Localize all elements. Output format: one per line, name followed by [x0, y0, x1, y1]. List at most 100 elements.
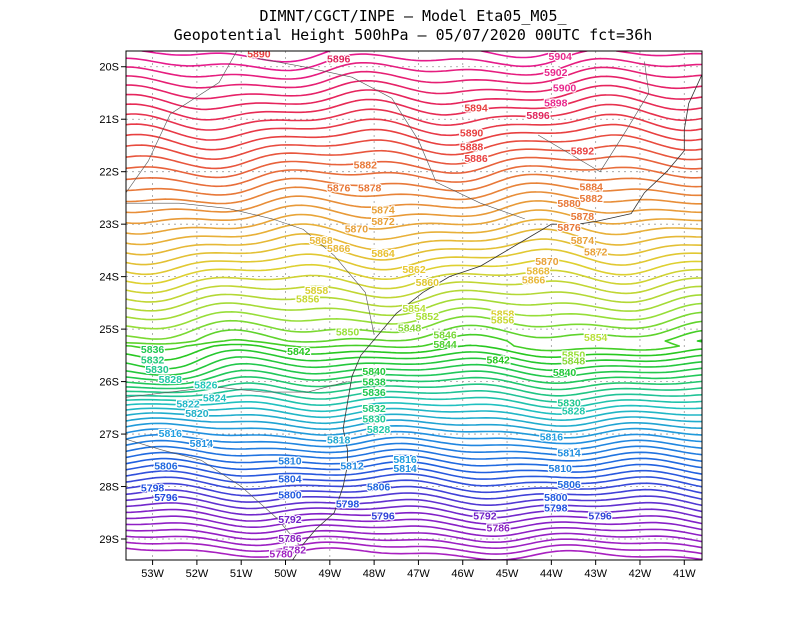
chart-title-line2: Geopotential Height 500hPa – 05/07/2020 …	[174, 26, 653, 44]
contour-line	[126, 294, 702, 321]
contour-label: 5810	[549, 463, 573, 475]
contour-label: 5832	[141, 355, 165, 367]
contour-label: 5796	[154, 492, 178, 504]
contour-line	[126, 173, 702, 196]
contour-label: 5868	[309, 235, 333, 247]
contour-label: 5826	[194, 380, 218, 392]
contour-label: 5800	[278, 489, 302, 501]
contour-line	[126, 508, 702, 525]
contour-line	[126, 94, 702, 121]
contour-label: 5818	[327, 434, 351, 446]
contour-line	[126, 155, 702, 179]
contour-label: 5898	[544, 97, 568, 109]
contour-label: 5850	[336, 327, 360, 339]
contour-label: 5854	[584, 332, 608, 344]
contour-label: 5860	[416, 277, 440, 289]
coastline-path	[292, 74, 702, 560]
contour-label: 5828	[367, 424, 391, 436]
y-tick-label: 21S	[99, 114, 119, 126]
contour-label: 5782	[283, 545, 307, 557]
contour-label: 5812	[340, 461, 364, 473]
contour-label: 5806	[367, 482, 391, 494]
contour-line	[126, 200, 702, 225]
contour-label: 5838	[362, 377, 386, 389]
contour-label: 5796	[371, 510, 395, 522]
contour-label: 5842	[487, 355, 511, 367]
x-tick-label: 45W	[496, 568, 519, 580]
contour-label: 5830	[362, 413, 386, 425]
contour-label: 5814	[190, 438, 214, 450]
contour-line	[126, 277, 702, 303]
contour-line	[126, 144, 702, 170]
contour-line	[126, 428, 702, 445]
contour-line	[126, 495, 702, 513]
contour-line	[126, 541, 702, 555]
contour-line	[126, 388, 702, 403]
contour-line	[126, 535, 702, 549]
x-tick-label: 46W	[451, 568, 474, 580]
contour-label: 5876	[327, 182, 351, 194]
contour-line	[126, 182, 702, 205]
y-tick-label: 20S	[99, 62, 119, 74]
contour-label: 5850	[562, 349, 586, 361]
x-tick-label: 52W	[186, 568, 209, 580]
contour-label: 5830	[145, 364, 169, 376]
contour-label: 5880	[557, 198, 581, 210]
contour-line	[126, 394, 702, 409]
contour-line	[126, 268, 702, 294]
contour-label: 5798	[336, 498, 360, 510]
contour-label: 5816	[540, 432, 564, 444]
y-tick-label: 24S	[99, 272, 119, 284]
contour-line	[126, 113, 702, 141]
state-border	[126, 439, 300, 545]
contour-label: 5854	[402, 303, 426, 315]
contour-label: 5792	[278, 514, 302, 526]
y-tick-label: 28S	[99, 482, 119, 494]
contour-lines	[126, 51, 702, 560]
contour-line	[126, 401, 702, 415]
contour-line	[126, 439, 702, 456]
contour-line	[126, 369, 702, 386]
contour-label: 5856	[491, 315, 515, 327]
contour-label: 5796	[588, 510, 612, 522]
contour-label: 5868	[526, 265, 550, 277]
contour-label: 5798	[141, 483, 165, 495]
contour-label: 5882	[354, 159, 378, 171]
contour-line	[126, 84, 702, 111]
contour-label: 5852	[416, 311, 440, 323]
x-tick-label: 49W	[319, 568, 342, 580]
contour-label: 5840	[553, 367, 577, 379]
contour-label: 5878	[358, 182, 382, 194]
contour-label: 5806	[154, 461, 178, 473]
contour-label: 5888	[460, 142, 484, 154]
y-tick-label: 25S	[99, 324, 119, 336]
contour-line	[126, 502, 702, 519]
contour-label: 5858	[491, 308, 515, 320]
contour-label: 5866	[327, 243, 351, 255]
contour-line	[126, 547, 702, 560]
contour-label: 5814	[557, 447, 581, 459]
contour-label: 5824	[203, 392, 227, 404]
contour-label: 5836	[362, 387, 386, 399]
contour-label: 5814	[393, 463, 417, 475]
contour-label: 5872	[371, 216, 395, 228]
contour-label: 5876	[557, 222, 581, 234]
contour-label: 5874	[571, 235, 595, 247]
contour-label: 5820	[185, 408, 209, 420]
contour-line	[126, 329, 702, 352]
contour-label: 5858	[305, 285, 329, 297]
contour-line	[126, 417, 702, 433]
contour-line	[126, 489, 702, 507]
contour-label: 5890	[247, 49, 271, 61]
contour-line	[126, 258, 702, 285]
contour-label: 5822	[176, 399, 200, 411]
contour-label: 5894	[464, 103, 488, 115]
contour-line	[126, 311, 702, 340]
contour-line	[126, 463, 702, 482]
contour-label: 5830	[557, 398, 581, 410]
contour-label: 5810	[278, 455, 302, 467]
contour-label: 5840	[362, 366, 386, 378]
x-axis-ticks: 53W 52W 51W 50W 49W 48W 47W 46W 45W 44W 43W 42W 41W	[141, 560, 696, 580]
contour-line	[126, 451, 702, 469]
